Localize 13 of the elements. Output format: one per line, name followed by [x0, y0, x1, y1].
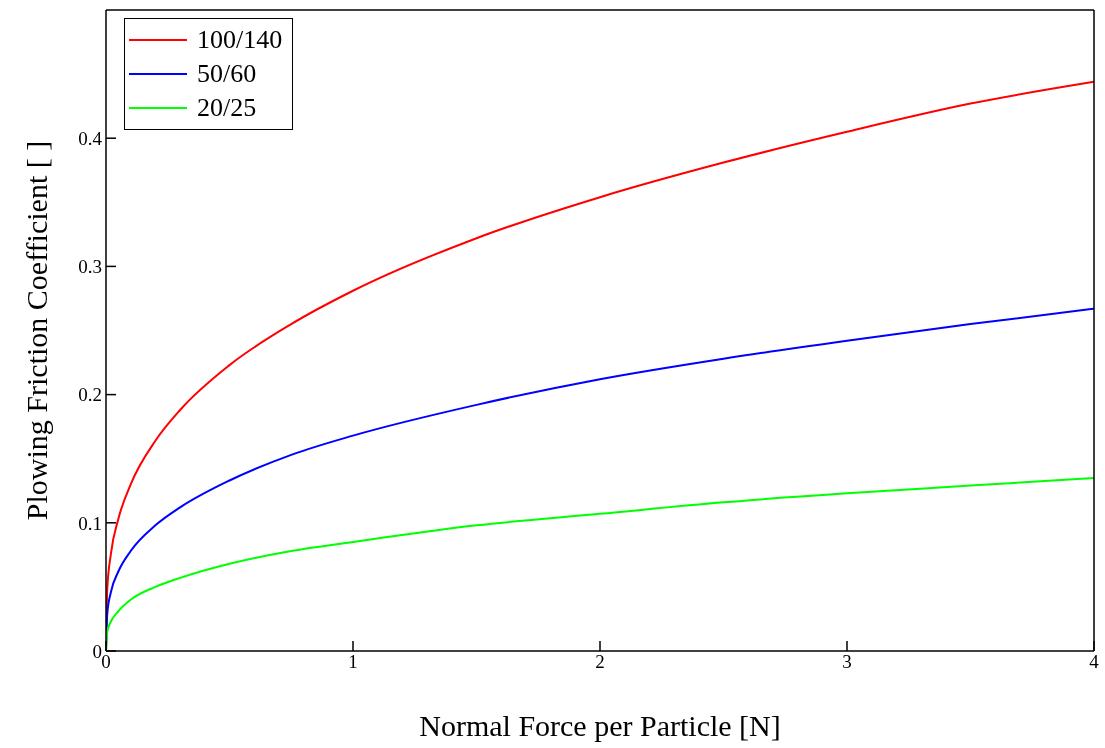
y-tick-label: 0.1: [78, 512, 102, 534]
y-axis-title: Plowing Friction Coefficient [ ]: [19, 140, 53, 521]
y-tick-label: 0.2: [78, 384, 102, 406]
legend-label: 20/25: [197, 92, 257, 124]
x-tick-label: 1: [348, 651, 358, 673]
x-axis-title: Normal Force per Particle [N]: [419, 709, 781, 742]
x-tick-label: 4: [1089, 651, 1100, 673]
x-tick-label: 2: [595, 651, 605, 673]
x-tick-label: 3: [842, 651, 852, 673]
legend-label: 50/60: [197, 58, 257, 90]
legend-label: 100/140: [197, 24, 283, 56]
y-tick-label: 0.4: [78, 127, 103, 149]
y-tick-label: 0.3: [78, 256, 102, 278]
